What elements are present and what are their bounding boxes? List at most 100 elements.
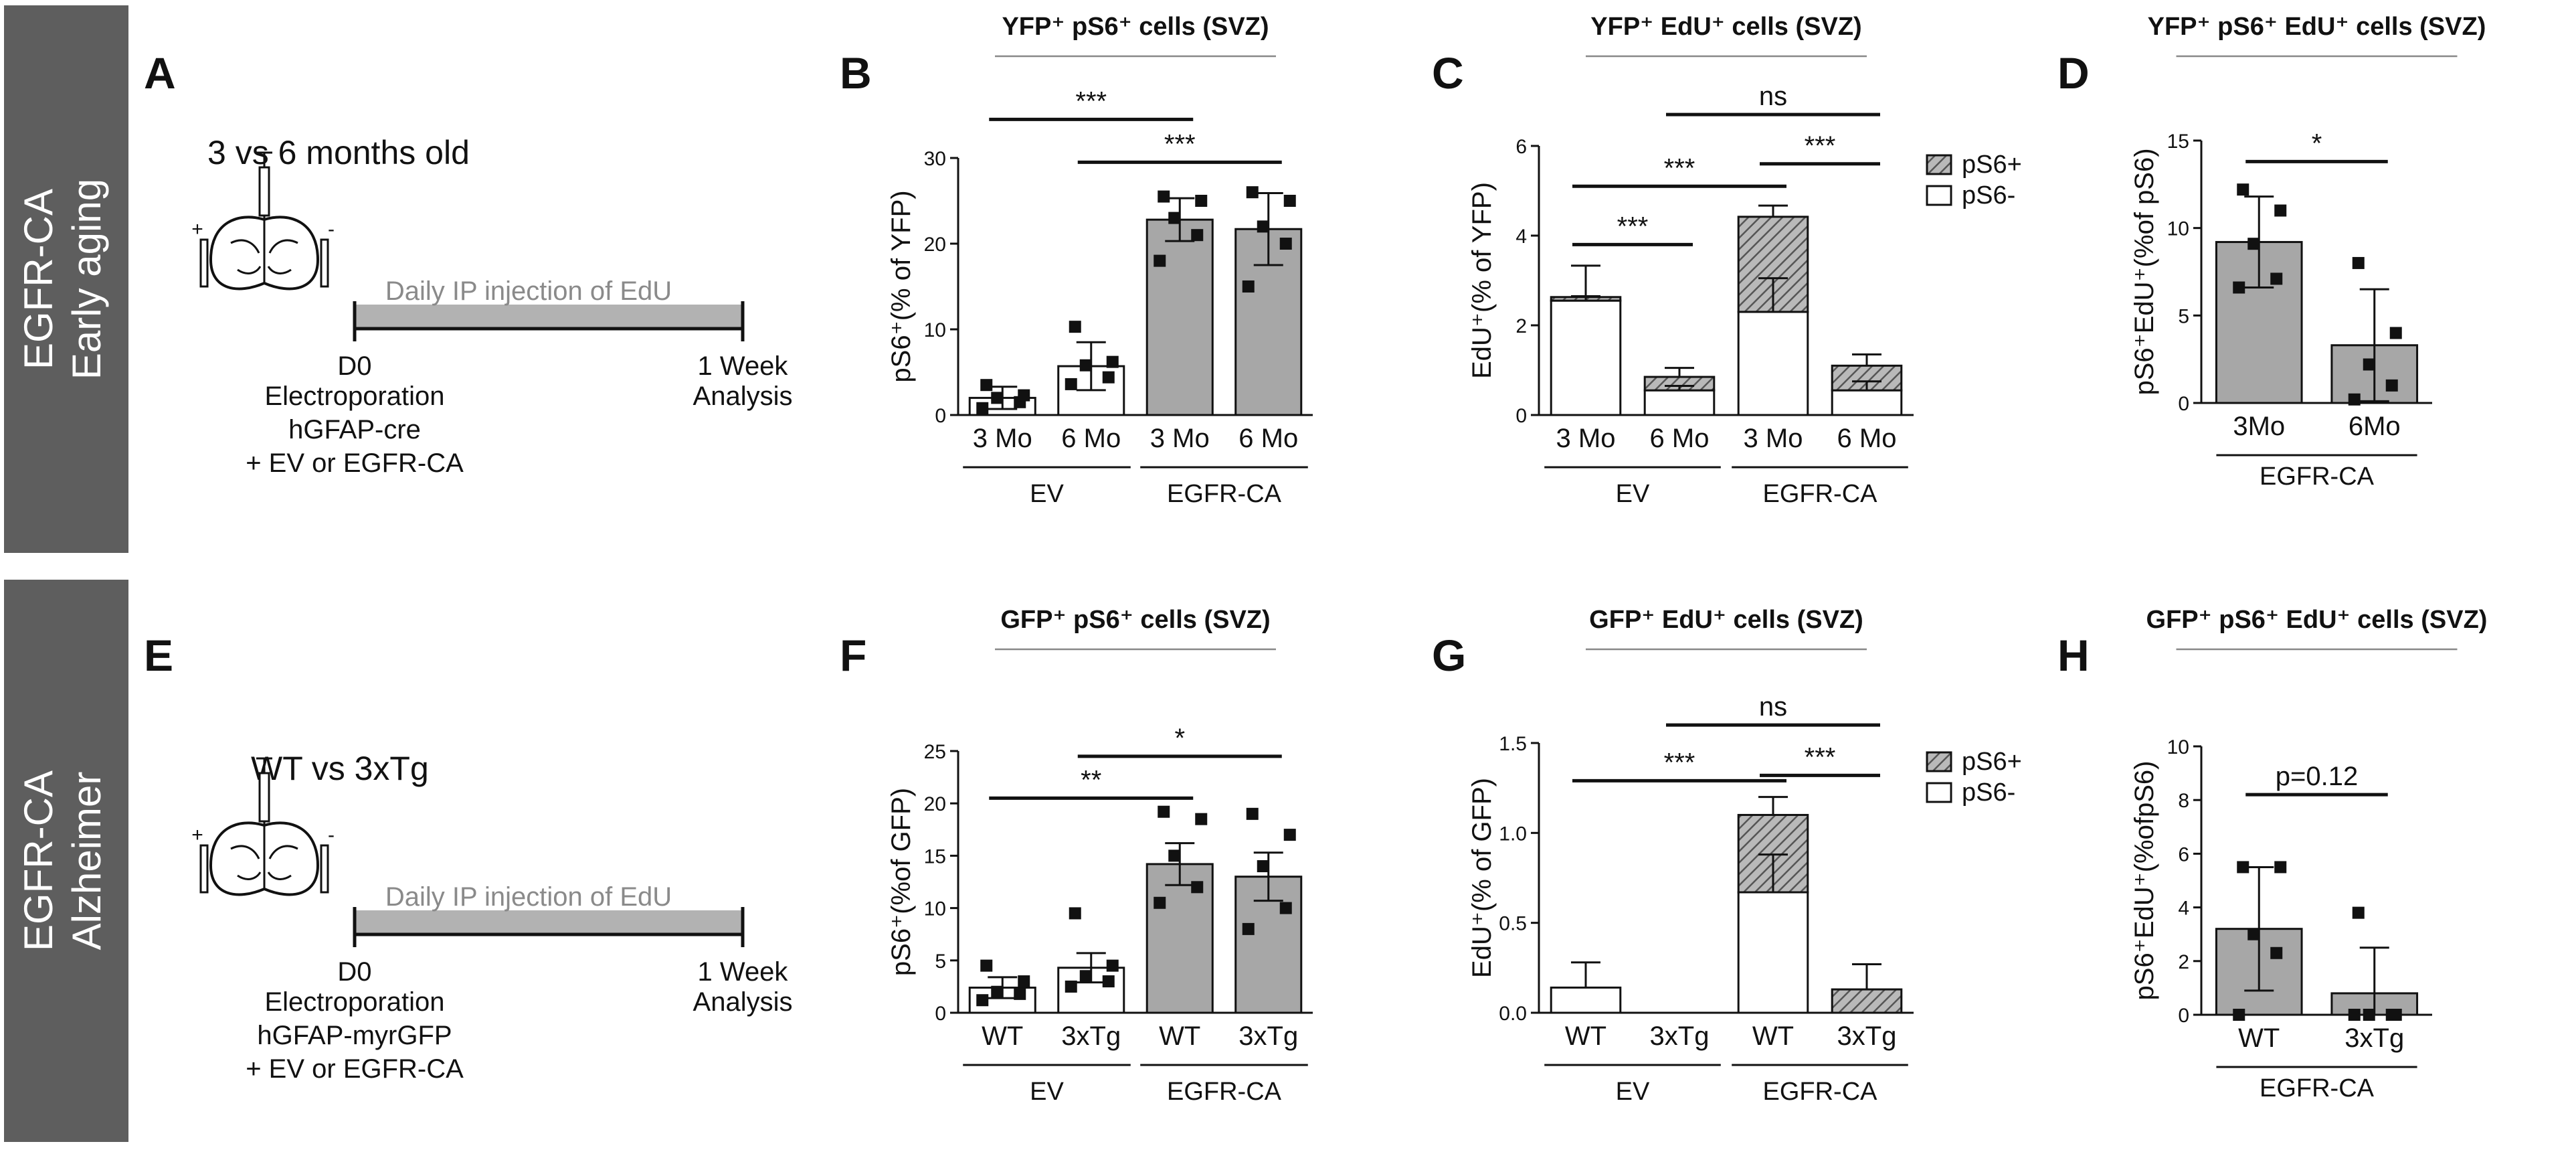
significance-label: ns [1759,82,1787,111]
significance-label: * [2312,129,2322,158]
schematic-line: hGFAP-myrGFP [257,1021,452,1050]
y-axis-label: pS6⁺(% of YFP) [887,190,916,382]
y-tick-label: 0 [935,1003,946,1025]
y-tick-label: 25 [924,741,946,763]
significance-label: ** [1081,765,1101,795]
data-point [1079,970,1092,983]
data-point [1279,902,1292,914]
svg-text:+: + [191,218,203,240]
y-tick-label: 20 [924,793,946,815]
significance-label: *** [1805,742,1836,772]
legend-label: pS6- [1962,778,2015,807]
x-category-label: 6 Mo [1837,424,1897,453]
y-tick-label: 6 [2178,843,2189,865]
group-label: EGFR-CA [2260,463,2375,491]
bar-segment-ps6-neg [1550,299,1622,416]
significance-label: *** [1664,153,1695,183]
data-point [1014,987,1026,1000]
x-category-label: 3xTg [2344,1023,2404,1053]
legend-swatch-ps6-pos [1926,751,1952,772]
y-axis-label: pS6⁺EdU⁺(%ofpS6) [2130,761,2159,1001]
schematic-panel-a: A 3 vs 6 months old + - Daily IP injecti… [144,48,792,478]
group-label: EGFR-CA [1763,480,1878,508]
y-tick-label: 20 [924,234,946,256]
panel-letter: F [840,631,866,680]
schematic-line: + EV or EGFR-CA [246,448,464,478]
data-point [2363,1009,2375,1021]
y-axis-label: EdU⁺(% of GFP) [1467,778,1497,978]
data-point [1246,807,1259,820]
group-label: EGFR-CA [1167,1078,1282,1106]
y-tick-label: 10 [924,898,946,920]
data-point [1283,829,1296,841]
injection-timeline-bar [355,910,743,934]
data-point [2352,906,2365,919]
x-category-label: 6 Mo [1061,424,1121,453]
data-point [2385,379,2398,392]
schematic-line: hGFAP-cre [288,415,421,444]
legend-swatch-ps6-neg [1926,185,1952,206]
chart-title: YFP⁺ EdU⁺ cells (SVZ) [1590,13,1861,41]
bar-segment-ps6-neg [1737,891,1809,1014]
legend-swatch-ps6-pos [1926,154,1952,175]
x-category-label: 6Mo [2349,412,2401,441]
row-label-early-aging: EGFR-CA Early aging [4,5,128,553]
data-point [1065,980,1077,993]
x-category-label: WT [1159,1021,1200,1051]
x-category-label: 3xTg [1238,1021,1298,1051]
timeline-label: Daily IP injection of EdU [385,276,672,306]
group-label: EGFR-CA [1167,480,1282,508]
y-tick-label: 0.0 [1499,1003,1527,1025]
y-tick-label: 15 [924,845,946,868]
y-tick-label: 2 [1515,315,1527,337]
y-tick-label: 5 [935,951,946,973]
timeline-end-label: 1 Week [698,957,789,987]
x-category-label: 3 Mo [1150,424,1210,453]
significance-label: *** [1164,129,1196,159]
x-category-label: 3xTg [1650,1021,1710,1051]
data-point [1018,389,1030,402]
data-point [2389,1009,2402,1021]
data-point [1195,195,1208,207]
schematic-title: WT vs 3xTg [251,750,429,787]
y-tick-label: 30 [924,148,946,170]
y-tick-label: 0 [1515,405,1527,427]
data-point [1102,371,1115,384]
y-tick-label: 10 [924,319,946,341]
y-tick-label: 0 [2178,1005,2189,1027]
data-point [1242,280,1255,293]
panel-letter: G [1432,631,1466,680]
significance-label: ns [1759,692,1787,722]
data-point [2247,238,2260,250]
row-label-line1: EGFR-CA [16,189,61,369]
row-label-line2: Alzheimer [64,772,109,951]
panel-letter: A [144,48,176,98]
y-tick-label: 4 [2178,898,2189,920]
legend-swatch-ps6-neg [1926,782,1952,803]
panel-letter: C [1432,48,1464,98]
data-point [1168,212,1181,224]
timeline-end-label: 1 Week [698,351,789,381]
schematic-panel-e: E WT vs 3xTg + - Daily IP injection of E… [144,631,792,1084]
data-point [2270,272,2283,285]
y-tick-label: 1.0 [1499,823,1527,845]
data-point [2274,861,2287,874]
chart-title: GFP⁺ EdU⁺ cells (SVZ) [1589,606,1863,634]
timeline-start-label: D0 [337,957,371,987]
timeline-start-label: D0 [337,351,371,381]
schematic-line: Electroporation [264,987,444,1017]
data-point [2237,861,2249,874]
data-point [2247,928,2260,940]
data-point [1257,220,1269,233]
y-tick-label: 0 [2178,393,2189,415]
y-tick-label: 10 [2167,218,2189,240]
x-category-label: WT [1752,1021,1794,1051]
bar-segment-ps6-neg [1831,389,1903,416]
data-point [1106,355,1119,368]
data-point [980,379,993,392]
data-point [2363,358,2375,371]
data-point [1191,229,1204,242]
y-tick-label: 8 [2178,790,2189,812]
data-point [1154,896,1166,909]
